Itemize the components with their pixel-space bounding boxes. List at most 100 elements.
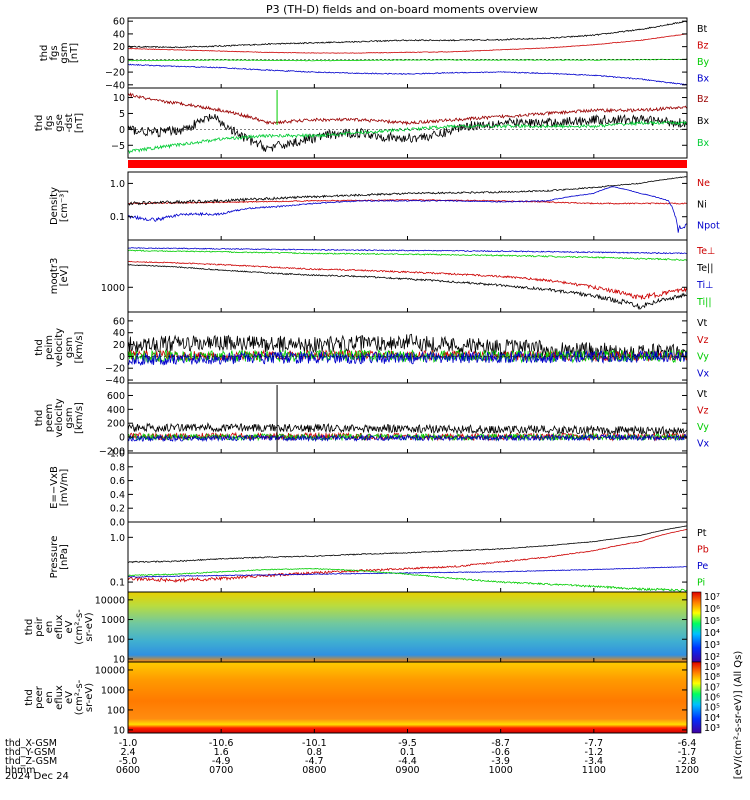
y-tick-label: 0 [119,125,125,136]
plot-title: P3 (TH-D) fields and on-board moments ov… [266,3,538,16]
legend-label: Te⊥ [696,246,715,257]
y-tick-label: −5 [111,141,125,152]
panel-density: Ne Ni Npot 1.0 0.1 Density[cm⁻³] [49,171,720,241]
legend-label: Bz [697,41,709,52]
series-line-Bx [128,63,688,86]
y-tick-label: 400 [107,405,125,416]
legend-label: Pe [697,561,708,572]
ephemeris-value: 0800 [302,765,326,776]
legend-label: Ne [697,178,710,189]
ephemeris-value: 1100 [582,765,606,776]
ephemeris-row-label: thd_X-GSM [5,738,57,749]
y-tick-label: −20 [105,68,125,79]
legend-label: Bx [697,74,710,85]
ephemeris-value: 1000 [489,765,513,776]
y-axis-label: E=−VxB[mV/m] [49,466,70,509]
date-label: 2024 Dec 24 [5,771,69,782]
legend-label: By [697,57,710,68]
y-tick-label: 60 [113,17,125,28]
series-line-Vx [127,350,688,366]
panel-frame [127,171,688,241]
panel-fgs_dsl: Bz Bx Bx 10 5 0 −5 thdfgsgse-dst[nT] [34,87,710,159]
legend-label: Ni [697,199,707,210]
series-line-Vt [127,422,688,436]
y-tick-label: 0.2 [110,504,125,515]
legend-label: Vx [697,368,709,379]
y-tick-label: −40 [105,80,125,91]
colorbar-tick-label: 10⁹ [704,662,720,673]
colorbar-tick-label: 10⁴ [704,713,720,724]
y-axis-label: thdpeemvelocitygsm[km/s] [34,398,85,437]
colorbar-tick-label: 10⁸ [704,672,720,683]
y-tick-label: −20 [105,364,125,375]
ephemeris-value: -4.4 [398,756,417,767]
y-tick-label: 40 [113,29,125,40]
y-tick-label: 0.6 [110,476,125,487]
panel-frame [127,452,688,523]
y-tick-label: 0 [119,433,125,444]
colorbar-tick-label: 10² [704,652,720,663]
series-line-Te|| [127,264,688,310]
colorbar [691,661,702,734]
series-line-Bx [127,113,688,152]
series-line-Pt [127,525,688,564]
y-tick-label: 10 [113,93,125,104]
legend-label: Te|| [696,263,713,274]
colorbar-tick-label: 10⁶ [704,604,720,615]
y-tick-label: −40 [105,376,125,387]
panel-temperature: Te⊥ Te|| Ti⊥ Ti|| 1000 moqtr3[eV] [49,239,715,313]
ephemeris-value: -5.0 [119,756,138,767]
y-tick-label: 10000 [95,665,125,676]
ephemeris-value: -10.6 [209,738,234,749]
y-tick-label: 0 [119,55,125,66]
ephemeris-value: 1200 [675,765,699,776]
series-line-Ti|| [127,249,688,261]
y-tick-label: 10 [113,725,125,736]
colorbar [691,591,702,663]
ephemeris-value: 2.4 [120,747,135,758]
series-line-Bz [127,92,688,126]
series-line-Bz [127,33,688,54]
panel-pressure: Pt Pb Pe Pi 1.0 0.1 Pressure[nPa] [49,521,709,593]
y-tick-label: 1000 [101,283,125,294]
y-tick-label: 0.1 [110,578,125,589]
legend-label: Pb [697,545,709,556]
series-line-Ne [127,199,688,205]
panel-efield: 1.0 0.8 0.6 0.4 0.2 0.0 E=−VxB[mV/m] [49,449,688,529]
ephemeris-value: 0700 [209,765,233,776]
ephemeris-value: 0.8 [307,747,322,758]
y-tick-label: 0.8 [110,462,125,473]
series-line-By [128,58,688,62]
legend-label: Vy [697,422,709,433]
y-axis-label: thdpeerenefluxeV(cm²-s-sr-eV) [24,679,95,715]
y-tick-label: 100 [107,635,125,646]
ephemeris-value: -1.7 [678,747,697,758]
colorbar-tick-label: 10⁷ [704,682,720,693]
y-axis-label: thdpeirenefluxeV(cm²-s-sr-eV) [24,609,95,645]
colorbar-tick-label: 10⁵ [704,703,720,714]
ephemeris-value: -1.2 [585,747,604,758]
legend-label: Vz [697,335,709,346]
legend-label: Vz [697,406,709,417]
ephemeris-value: -1.0 [119,738,138,749]
y-tick-label: 20 [113,42,125,53]
ephemeris-value: 0.1 [400,747,415,758]
y-tick-label: 1.0 [110,533,125,544]
y-tick-label: 1.0 [110,449,125,460]
legend-label: Vy [697,352,709,363]
ephemeris-value: 1.6 [214,747,229,758]
ephemeris-value: -4.9 [212,756,231,767]
y-axis-label: moqtr3[eV] [49,258,70,295]
data-gap-bar [128,160,687,168]
colorbar-tick-label: 10⁶ [704,693,720,704]
y-tick-label: 40 [113,328,125,339]
y-tick-label: 600 [107,391,125,402]
colorbar-tick-label: 10³ [704,723,720,734]
legend-label: Vt [697,318,707,329]
series-line-Bt [127,20,688,49]
legend-label: Vt [697,389,707,400]
panel-frame [127,382,688,454]
